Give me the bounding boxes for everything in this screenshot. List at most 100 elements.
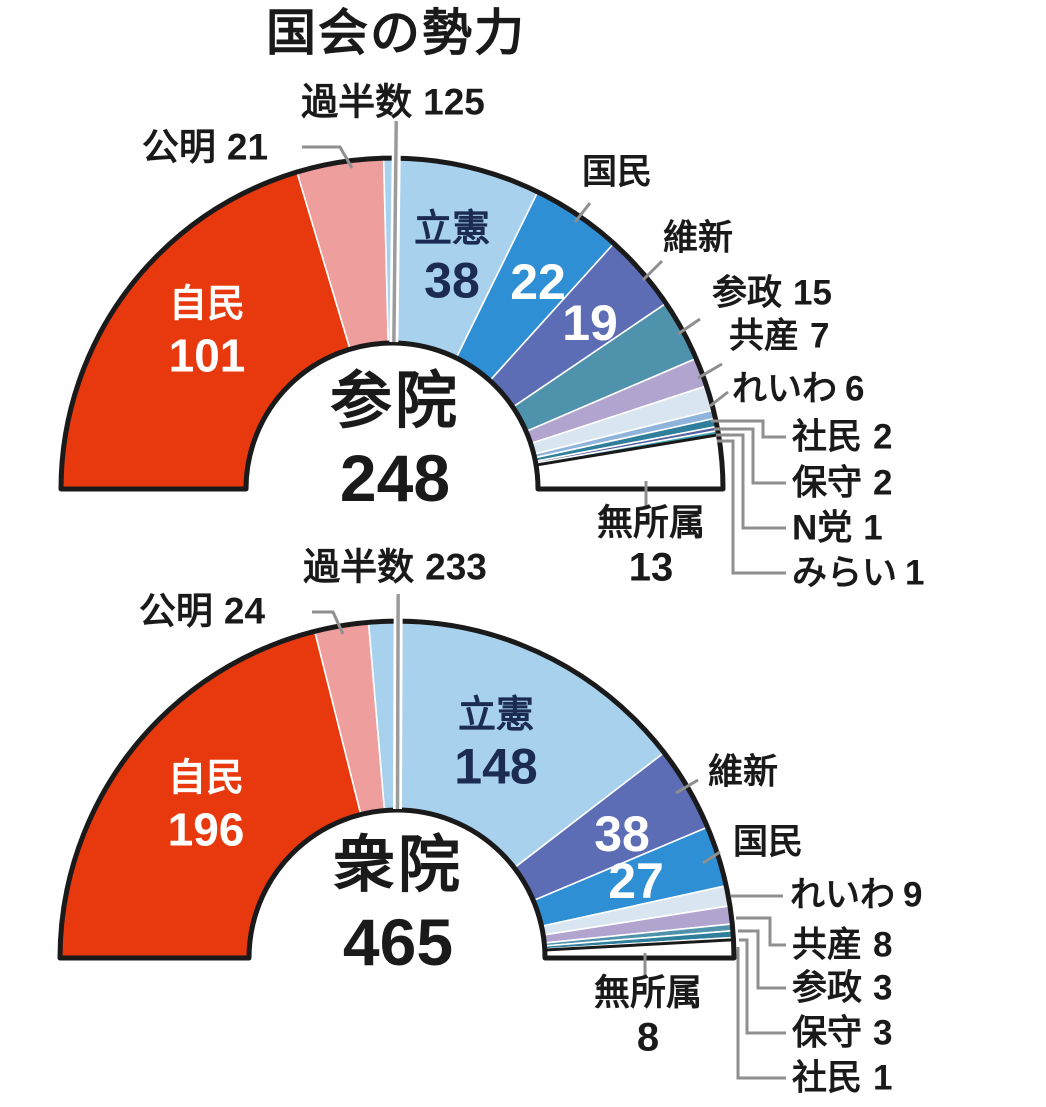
- sanin-mirai-label: みらい 1: [792, 556, 924, 591]
- shuin-kokumin-label: 国民: [733, 822, 804, 862]
- leader-komei: [302, 145, 354, 169]
- leader-shamin: [736, 947, 786, 1080]
- shuin-majority-value: 233: [425, 546, 487, 588]
- party-name: 社民: [792, 1058, 863, 1098]
- party-name: れいわ: [790, 875, 896, 915]
- party-name: れいわ: [732, 369, 838, 409]
- shuin-reiwa-label: れいわ 9: [790, 878, 922, 913]
- leader-ishin-tick: [675, 778, 699, 795]
- leader-ishin-tick: [641, 259, 664, 282]
- party-seats: 8: [873, 925, 893, 965]
- leader-kokumin-tick: [573, 202, 592, 223]
- sanin-hoshu-label: 保守 2: [792, 466, 892, 501]
- sanin-leader-lines: [302, 145, 786, 575]
- party-seats: 2: [873, 463, 893, 503]
- leader-nto: [716, 433, 786, 530]
- party-seats: 8: [636, 1015, 660, 1060]
- sanin-mushozoku-label: 無所属 13: [596, 501, 706, 590]
- party-seats: 9: [903, 875, 923, 915]
- shuin-mushozoku-label: 無所属 8: [593, 971, 703, 1060]
- party-name: みらい: [792, 553, 898, 593]
- sanin-kyosan-label: 共産 7: [729, 319, 829, 354]
- party-seats: 7: [810, 316, 830, 356]
- sanin-kokumin-label: 国民: [582, 152, 653, 192]
- shuin-shamin-label: 社民 1: [792, 1061, 892, 1096]
- party-seats: 2: [873, 417, 893, 457]
- party-seats: 6: [845, 369, 865, 409]
- party-seats: 1: [905, 553, 925, 593]
- shuin-komei-label: 公明 24: [139, 593, 265, 630]
- party-name: 参政: [792, 968, 863, 1008]
- shuin-ishin-value: 38: [594, 806, 650, 862]
- party-name: 保守: [792, 463, 863, 503]
- party-name: 無所属: [593, 971, 703, 1013]
- party-name: 無所属: [596, 501, 706, 543]
- party-seats: 21: [226, 126, 269, 168]
- sanin-jimin-label: 自民 101: [169, 286, 246, 379]
- party-seats: 24: [223, 590, 266, 632]
- sanin-reiwa-label: れいわ 6: [732, 372, 864, 407]
- leader-kyosan: [736, 916, 786, 947]
- majority-line: [395, 593, 400, 810]
- sanin-shamin-label: 社民 2: [792, 420, 892, 455]
- sanin-kokumin-value: 22: [510, 254, 566, 310]
- shuin-jimin-label: 自民 196: [168, 760, 245, 853]
- party-seats: 15: [793, 273, 832, 313]
- house-total: 465: [342, 905, 454, 979]
- sanin-donut: [58, 120, 726, 492]
- shuin-house-label: 衆院 465: [332, 831, 464, 979]
- party-name: 公明: [138, 590, 213, 632]
- leader-reiwa-tick: [709, 390, 729, 408]
- leader-mirai: [717, 439, 786, 575]
- party-name: 参政: [712, 273, 783, 313]
- party-name: 共産: [792, 925, 863, 965]
- party-name: 社民: [792, 417, 863, 457]
- shuin-ishin-label: 維新: [708, 752, 779, 792]
- house-name: 衆院: [332, 831, 464, 900]
- sanin-sansei-label: 参政 15: [712, 276, 832, 311]
- party-name: 公明: [141, 126, 216, 168]
- house-total: 248: [339, 441, 451, 515]
- party-seats: 13: [628, 545, 674, 590]
- sanin-rikken-label: 立憲 38: [414, 211, 490, 306]
- sanin-ishin-label: 維新: [663, 218, 734, 258]
- donut-outline: [58, 155, 726, 492]
- leader-hoshu: [714, 427, 786, 485]
- party-seats: 101: [168, 329, 246, 382]
- leader-sansei: [738, 929, 786, 990]
- party-seats: 196: [167, 803, 245, 856]
- party-seats: 38: [424, 252, 480, 309]
- party-seats: 1: [863, 508, 883, 548]
- party-seats: 1: [873, 1058, 893, 1098]
- shuin-kyosan-label: 共産 8: [792, 928, 892, 963]
- sanin-komei-label: 公明 21: [142, 129, 268, 166]
- leader-hoshu: [739, 938, 786, 1035]
- leader-kokumin-tick: [702, 850, 721, 865]
- party-name: 保守: [792, 1013, 863, 1053]
- donut-outline: [57, 618, 737, 961]
- party-name: 共産: [729, 316, 800, 356]
- sanin-ishin-value: 19: [562, 295, 618, 351]
- party-name: 自民: [168, 283, 245, 326]
- majority-line: [392, 120, 398, 343]
- party-name: 自民: [167, 757, 244, 800]
- sanin-house-label: 参院 248: [330, 371, 460, 515]
- party-seats: 148: [454, 738, 538, 795]
- sanin-majority-value: 125: [423, 81, 485, 123]
- party-seats: 3: [873, 1013, 893, 1053]
- shuin-sansei-label: 参政 3: [792, 971, 892, 1006]
- page-title: 国会の勢力: [266, 5, 526, 61]
- shuin-hoshu-label: 保守 3: [792, 1016, 892, 1051]
- shuin-majority-label: 過半数 233: [303, 549, 487, 586]
- shuin-majority-text: 過半数: [303, 546, 415, 588]
- sanin-majority-text: 過半数: [301, 81, 413, 123]
- leader-shamin: [711, 419, 786, 439]
- sanin-majority-label: 過半数 125: [301, 84, 485, 121]
- party-name: N党: [792, 508, 853, 548]
- shuin-kokumin-value: 27: [608, 853, 664, 909]
- leader-sansei-tick: [677, 317, 701, 336]
- leader-komei: [312, 610, 345, 635]
- party-seats: 3: [873, 968, 893, 1008]
